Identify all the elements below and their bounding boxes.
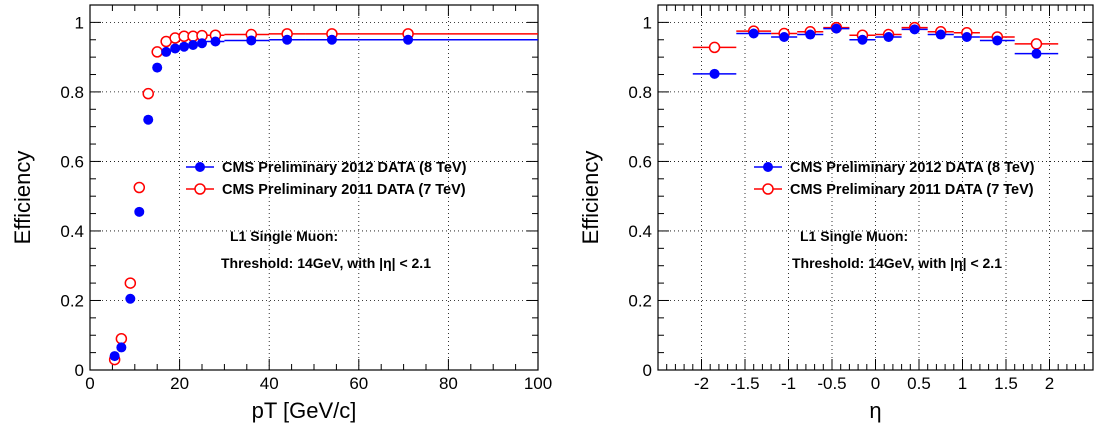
y-tick-label: 0.2 — [60, 291, 84, 310]
annotation-title: L1 Single Muon: — [800, 228, 908, 244]
y-tick-label: 1 — [643, 13, 652, 32]
x-tick-label: 60 — [349, 374, 368, 393]
legend-label: CMS Preliminary 2012 DATA (8 TeV) — [222, 160, 467, 176]
x-axis-title: η — [869, 398, 881, 423]
series-2012 — [692, 23, 1059, 79]
legend-marker — [762, 183, 774, 195]
data-point — [961, 31, 972, 42]
y-tick-label: 0.2 — [628, 291, 652, 310]
x-tick-label: 100 — [524, 374, 552, 393]
y-tick-label: 0.6 — [60, 152, 84, 171]
data-point — [935, 29, 946, 40]
data-point — [1030, 38, 1043, 50]
x-tick-label: -0.5 — [817, 374, 846, 393]
data-point — [133, 181, 146, 194]
y-tick-label: 0.6 — [628, 152, 652, 171]
legend-label: CMS Preliminary 2011 DATA (7 TeV) — [790, 182, 1034, 198]
data-point — [143, 114, 154, 125]
data-point — [152, 62, 163, 73]
data-point — [282, 34, 293, 45]
data-point — [124, 277, 137, 289]
data-point — [188, 39, 199, 50]
legend-label: CMS Preliminary 2012 DATA (8 TeV) — [790, 160, 1035, 176]
legend-marker — [194, 183, 206, 195]
data-point — [210, 36, 221, 47]
y-tick-label: 0.4 — [628, 222, 652, 241]
data-point — [197, 38, 207, 49]
x-tick-label: 0 — [85, 374, 94, 393]
y-tick-label: 0.4 — [60, 222, 84, 241]
x-tick-label: -2 — [694, 374, 709, 393]
y-tick-label: 0.8 — [60, 83, 84, 102]
legend-label: CMS Preliminary 2011 DATA (7 TeV) — [222, 182, 466, 198]
data-point — [1031, 48, 1042, 59]
legend: CMS Preliminary 2012 DATA (8 TeV) CMS Pre… — [186, 160, 467, 198]
y-tick-label: 0 — [643, 361, 652, 380]
y-tick-label: 0 — [75, 361, 84, 380]
data-point — [151, 46, 163, 58]
data-point — [125, 293, 136, 304]
x-tick-label: 80 — [439, 374, 458, 393]
x-tick-label: 20 — [170, 374, 189, 393]
data-point — [708, 41, 721, 54]
legend-marker — [763, 162, 773, 172]
x-tick-label: 0.5 — [907, 374, 931, 393]
y-axis-title: Efficiency — [10, 151, 35, 245]
data-point — [779, 31, 790, 42]
y-tick-label: 1 — [75, 13, 84, 32]
data-point — [748, 28, 759, 39]
x-tick-label: -1.5 — [730, 374, 759, 393]
series-2012 — [109, 34, 538, 362]
x-tick-label: 2 — [1045, 374, 1054, 393]
data-point — [909, 24, 920, 35]
data-point — [326, 34, 337, 45]
data-point — [857, 34, 868, 45]
data-point — [134, 206, 145, 217]
data-point — [709, 68, 720, 79]
data-point — [116, 342, 127, 353]
annotation-threshold: Threshold: 14GeV, with |η| < 2.1 — [792, 255, 1002, 271]
x-tick-label: 1.5 — [994, 374, 1018, 393]
x-axis-title: pT [GeV/c] — [252, 398, 357, 423]
annotation-threshold: Threshold: 14GeV, with |η| < 2.1 — [221, 255, 431, 271]
data-point — [109, 351, 120, 362]
x-tick-label: -1 — [781, 374, 796, 393]
data-point — [142, 87, 154, 100]
data-point — [403, 34, 414, 45]
data-point — [179, 41, 190, 52]
annotation-title: L1 Single Muon: — [230, 228, 338, 244]
chart-panel-1: 0 20 40 60 80 100 0 0.2 0.4 0.6 0.8 1 pT [GeV/c] Effi… — [10, 4, 552, 423]
legend: CMS Preliminary 2012 DATA (8 TeV) CMS Pre… — [754, 160, 1035, 198]
x-tick-label: 0 — [871, 374, 880, 393]
data-point — [170, 43, 181, 54]
data-point — [805, 29, 816, 40]
y-axis-title: Efficiency — [578, 151, 603, 245]
legend-marker — [195, 162, 205, 172]
data-point — [115, 332, 128, 345]
data-point — [831, 23, 842, 34]
data-point — [161, 46, 172, 57]
data-point — [992, 35, 1003, 46]
data-point — [246, 35, 257, 46]
data-point — [883, 31, 894, 42]
x-tick-label: 40 — [260, 374, 279, 393]
y-tick-label: 0.8 — [628, 83, 652, 102]
x-tick-label: 1 — [958, 374, 967, 393]
chart-panel-2: -2 -1.5 -1 -0.5 0 0.5 1 1.5 2 0 0.2 0.4 0.6 0.8 1 η Effi… — [578, 4, 1094, 423]
